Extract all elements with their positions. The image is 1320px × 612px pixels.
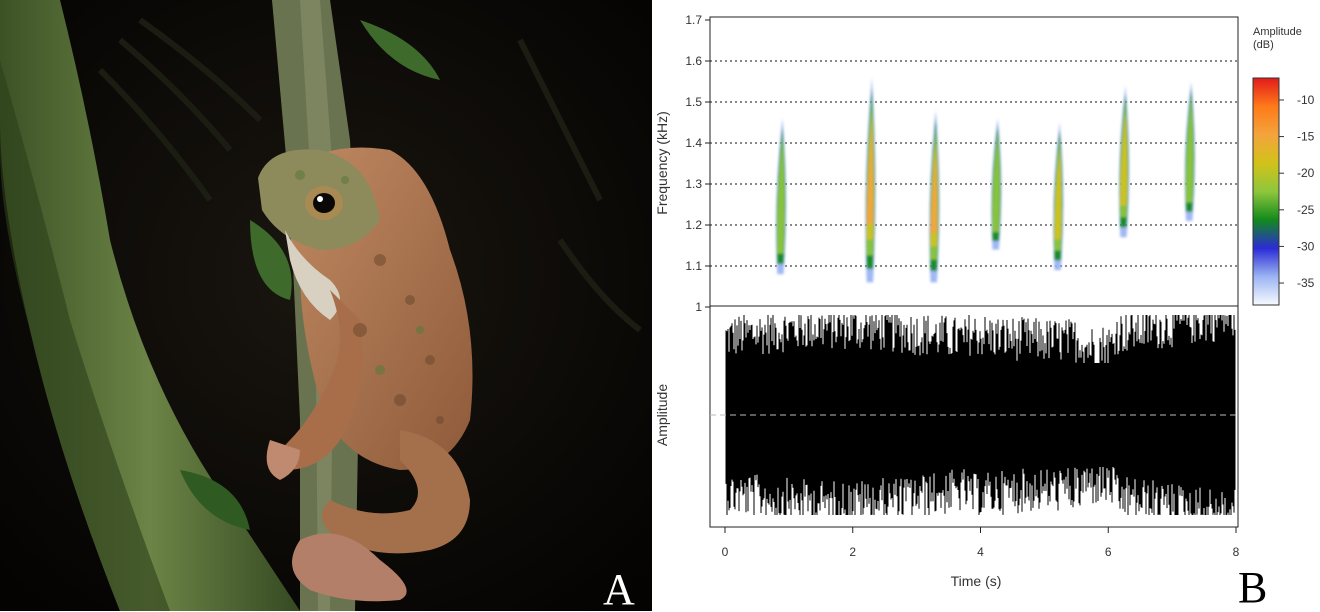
call-note (1184, 81, 1195, 221)
call-notes (775, 77, 1195, 283)
legend-tick-label: -30 (1297, 239, 1315, 253)
x-tick-label: 2 (849, 545, 856, 559)
note-energy-band (1120, 111, 1128, 206)
legend-tick-label: -15 (1297, 130, 1315, 144)
legend-tick-label: -25 (1297, 203, 1315, 217)
x-tick-label: 6 (1105, 545, 1112, 559)
y-tick-label: 1.7 (685, 13, 702, 27)
spectrogram-frame (709, 16, 1239, 307)
call-note (865, 77, 876, 283)
panel-label-a: A (603, 565, 635, 612)
note-energy-band (777, 135, 785, 254)
legend-title-line2: (dB) (1253, 39, 1274, 51)
y-tick-label: 1 (695, 300, 702, 314)
note-energy-band (992, 132, 1000, 233)
x-tick-label: 4 (977, 545, 984, 559)
note-energy-band (1054, 147, 1062, 240)
y-tick-label: 1.6 (685, 54, 702, 68)
frequency-gridlines (710, 60, 1238, 267)
call-analysis-chart: 1 1.1 1.2 1.3 1.4 1.5 1.6 1.7 Frequency (kHz) A… (654, 13, 1315, 589)
y-tick-label: 1.3 (685, 177, 702, 191)
y-tick-label: 1.4 (685, 136, 702, 150)
frequency-axis-title: Frequency (kHz) (654, 111, 670, 214)
legend-tick-label: -10 (1297, 93, 1315, 107)
legend-color-bar (1252, 77, 1280, 306)
legend-ticks: -10 -15 -20 -25 -30 -35 (1279, 93, 1315, 290)
spectrogram-panel: 1 1.1 1.2 1.3 1.4 1.5 1.6 1.7 Frequency (kHz) (654, 13, 1239, 314)
y-tick-label: 1.5 (685, 95, 702, 109)
y-tick-label: 1.1 (685, 259, 702, 273)
call-note (1119, 85, 1130, 238)
x-tick-label: 0 (722, 545, 729, 559)
call-note (1053, 122, 1064, 271)
legend-title-line1: Amplitude (1253, 26, 1302, 38)
amplitude-legend: Amplitude (dB) -10 -15 -20 -25 -30 -35 (1252, 26, 1315, 306)
time-axis-title: Time (s) (951, 573, 1002, 589)
call-note (991, 118, 1002, 250)
legend-tick-label: -35 (1297, 276, 1315, 290)
note-energy-band (930, 150, 937, 234)
note-energy-band (1185, 96, 1194, 203)
frequency-axis: 1 1.1 1.2 1.3 1.4 1.5 1.6 1.7 (685, 13, 710, 314)
amplitude-axis-title: Amplitude (654, 384, 670, 446)
y-tick-label: 1.2 (685, 218, 702, 232)
waveform-panel: Amplitude 0 2 4 6 8 Time (s) (654, 305, 1240, 589)
frog-photo: A (0, 0, 652, 611)
note-energy-band (866, 125, 874, 224)
panel-label-b: B (1238, 563, 1268, 612)
legend-tick-label: -20 (1297, 166, 1315, 180)
x-tick-label: 8 (1233, 545, 1240, 559)
frog-photo-illustration (0, 0, 652, 611)
call-note (929, 110, 940, 283)
time-axis: 0 2 4 6 8 (722, 527, 1240, 559)
call-note (775, 118, 787, 275)
